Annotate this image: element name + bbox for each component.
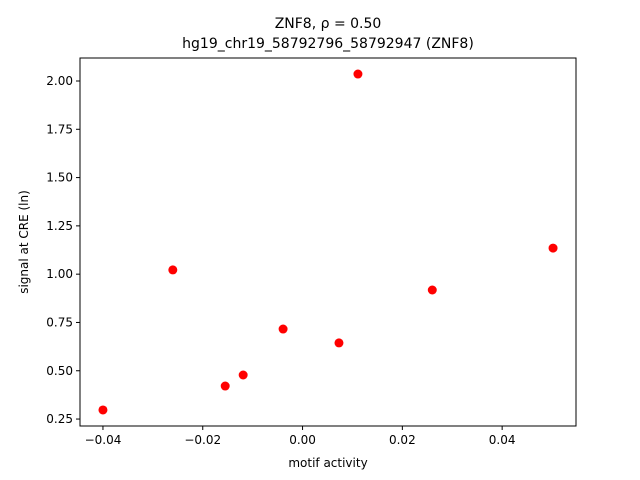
point [168, 265, 178, 275]
point [238, 370, 248, 380]
y-tick-label: 0.75 [46, 315, 73, 329]
point [220, 381, 230, 391]
y-tick-label: 0.25 [46, 412, 73, 426]
point [353, 69, 363, 79]
x-tick-label: 0.02 [389, 433, 416, 447]
point [548, 243, 558, 253]
chart-subtitle: hg19_chr19_58792796_58792947 (ZNF8) [182, 36, 474, 52]
x-tick-label: 0.00 [289, 433, 316, 447]
y-tick-label: 2.00 [46, 74, 73, 88]
x-tick-label: −0.04 [85, 433, 122, 447]
y-tick-label: 1.25 [46, 219, 73, 233]
point [334, 338, 344, 348]
x-tick-label: −0.02 [184, 433, 221, 447]
y-tick-label: 0.50 [46, 364, 73, 378]
y-tick-label: 1.00 [46, 267, 73, 281]
point [98, 405, 108, 415]
x-axis-label: motif activity [288, 456, 367, 470]
chart-title: ZNF8, ρ = 0.50 [275, 16, 382, 32]
y-axis-label: signal at CRE (ln) [17, 190, 31, 294]
plot-frame [79, 57, 577, 427]
y-tick-label: 1.75 [46, 122, 73, 136]
point [427, 285, 437, 295]
x-tick-label: 0.04 [489, 433, 516, 447]
point [278, 324, 288, 334]
y-tick-label: 1.50 [46, 171, 73, 185]
